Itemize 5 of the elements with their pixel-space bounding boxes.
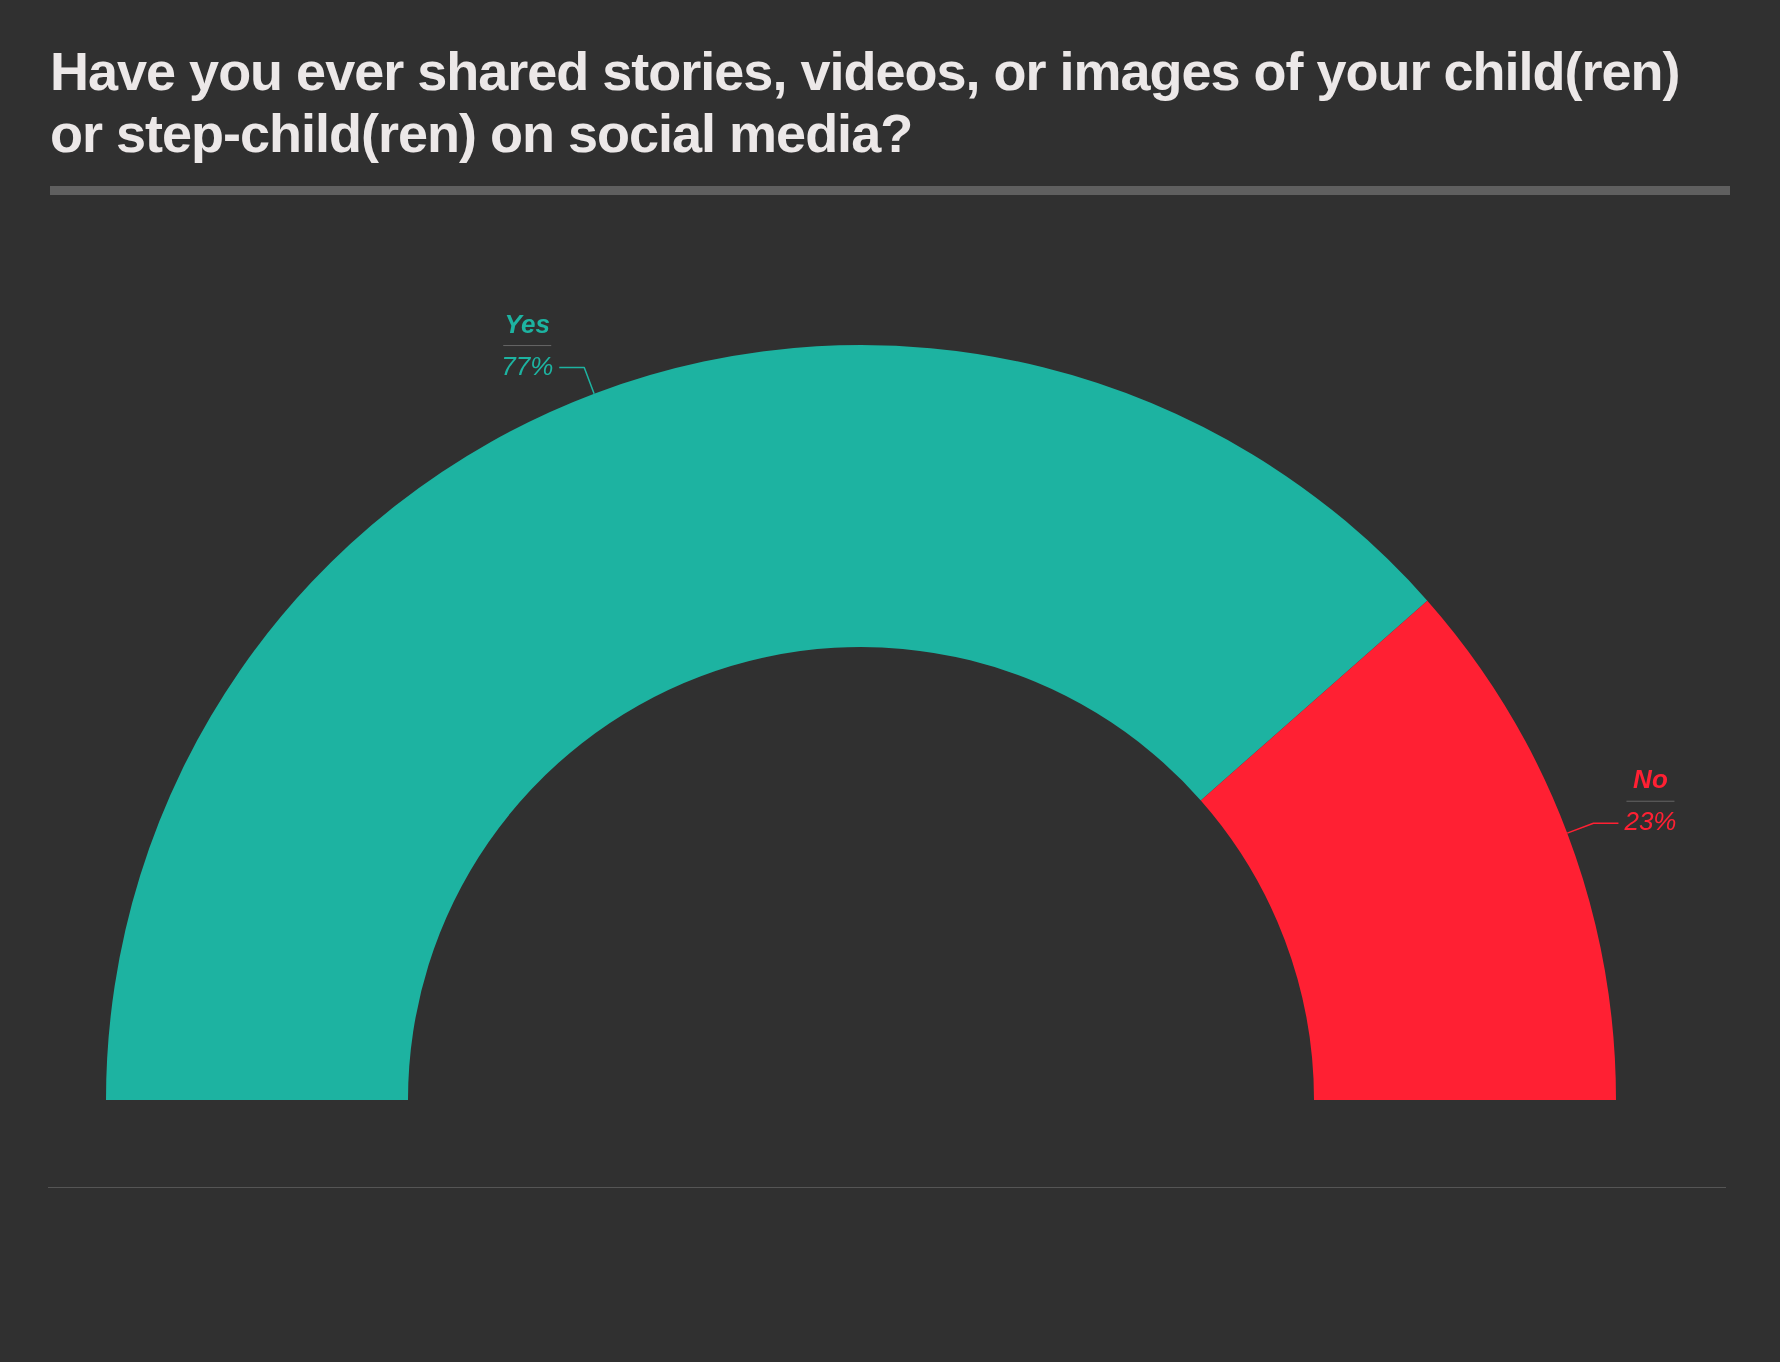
slice-label: No (1633, 764, 1668, 795)
slice-label: Yes (504, 308, 550, 339)
chart-title: Have you ever shared stories, videos, or images of your child(ren) or step-child(ren) on social media? (50, 40, 1730, 195)
data-label: 77% (501, 350, 554, 381)
data-label: 23% (1623, 806, 1677, 837)
